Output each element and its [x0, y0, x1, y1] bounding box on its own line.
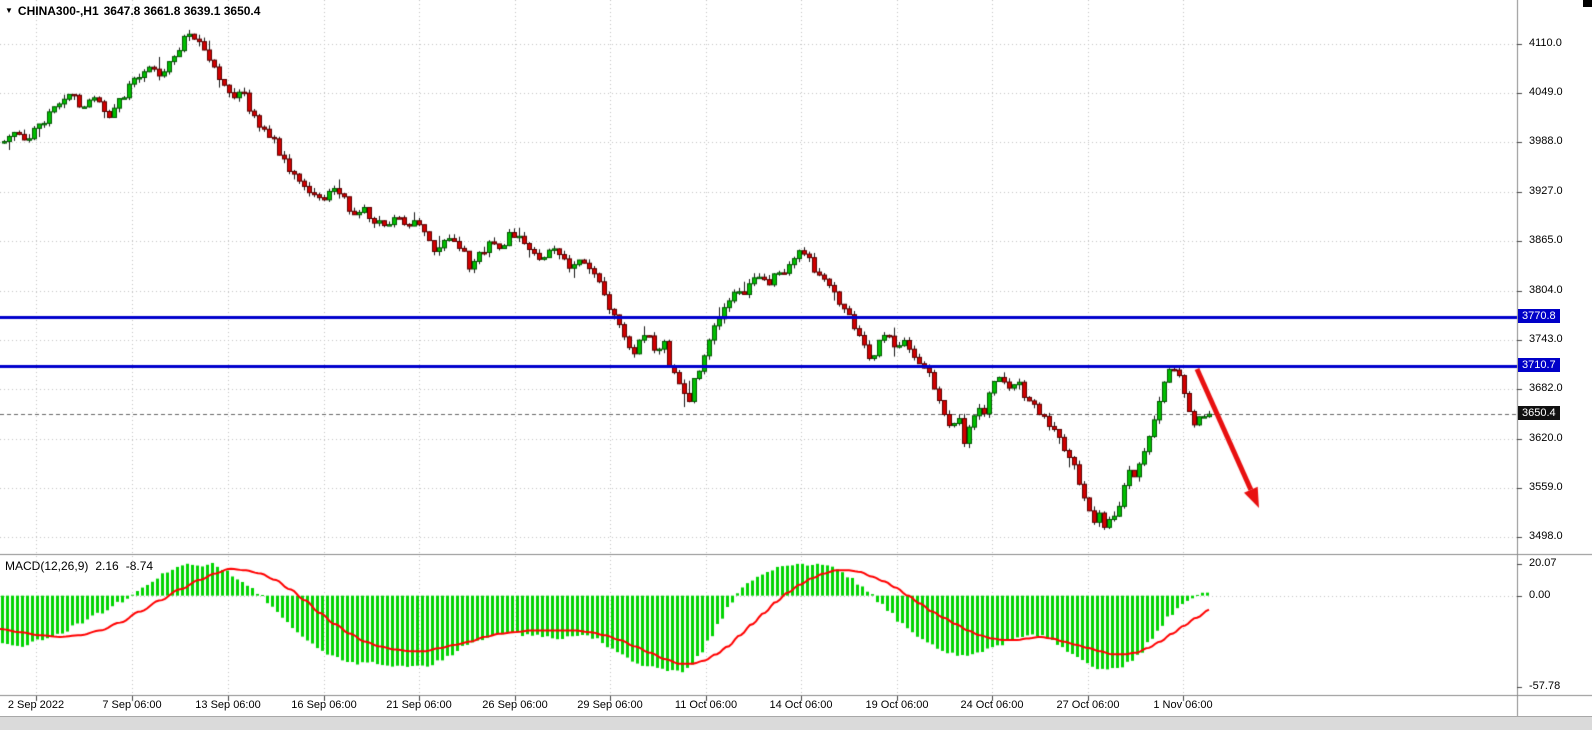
ohlc-readout: 3647.8 3661.8 3639.1 3650.4 [103, 4, 261, 18]
price-axis[interactable]: 4110.0 4049.0 3988.0 3927.0 3865.0 3804.0 3743… [1517, 0, 1592, 716]
macd-indicator-label: MACD(12,26,9) 2.16 -8.74 [5, 559, 153, 573]
time-tick-label: 16 Sep 06:00 [291, 699, 357, 711]
macd-name-label: MACD(12,26,9) [5, 559, 89, 573]
time-tick-label: 1 Nov 06:00 [1153, 699, 1213, 711]
price-tick-label: 4049.0 [1529, 86, 1563, 99]
price-tick-label: 3682.0 [1529, 381, 1563, 394]
price-tick-label: 3988.0 [1529, 135, 1563, 148]
time-tick-label: 27 Oct 06:00 [1056, 699, 1120, 711]
macd-scale-label: 20.07 [1529, 556, 1557, 569]
symbol-dropdown-icon[interactable]: ▼ [5, 6, 13, 15]
window-bottom-strip [0, 716, 1592, 730]
price-tick-label: 3865.0 [1529, 234, 1563, 247]
price-tick-label: 3620.0 [1529, 431, 1563, 444]
price-tick-label: 3804.0 [1529, 283, 1563, 296]
time-tick-label: 13 Sep 06:00 [195, 699, 261, 711]
time-tick-label: 11 Oct 06:00 [674, 699, 738, 711]
time-tick-label: 19 Oct 06:00 [865, 699, 929, 711]
corner-marker [1583, 0, 1592, 7]
symbol-info-line: ▼ CHINA300-,H1 3647.8 3661.8 3639.1 3650… [5, 4, 260, 18]
time-tick-label: 26 Sep 06:00 [482, 699, 548, 711]
symbol-period-label: CHINA300-,H1 [17, 4, 99, 18]
time-tick-label: 2 Sep 2022 [7, 699, 65, 711]
last-price-badge: 3650.4 [1518, 406, 1560, 421]
time-tick-label: 29 Sep 06:00 [577, 699, 643, 711]
macd-main-value: 2.16 [95, 559, 119, 573]
price-level-badge: 3710.7 [1518, 357, 1560, 372]
time-tick-label: 21 Sep 06:00 [386, 699, 452, 711]
price-tick-label: 3743.0 [1529, 332, 1563, 345]
price-tick-label: 3559.0 [1529, 480, 1563, 493]
price-tick-label: 3927.0 [1529, 184, 1563, 197]
macd-scale-label: 0.00 [1529, 588, 1551, 601]
time-axis[interactable]: 2 Sep 2022 7 Sep 06:00 13 Sep 06:00 16 Sep … [0, 697, 1517, 716]
time-tick-label: 14 Oct 06:00 [769, 699, 833, 711]
price-level-badge: 3770.8 [1518, 309, 1560, 324]
time-tick-label: 24 Oct 06:00 [960, 699, 1024, 711]
price-tick-label: 3498.0 [1529, 529, 1563, 542]
macd-scale-label: -57.78 [1529, 680, 1561, 693]
price-tick-label: 4110.0 [1529, 37, 1562, 50]
macd-signal-value: -8.74 [125, 559, 154, 573]
time-tick-label: 7 Sep 06:00 [102, 699, 162, 711]
